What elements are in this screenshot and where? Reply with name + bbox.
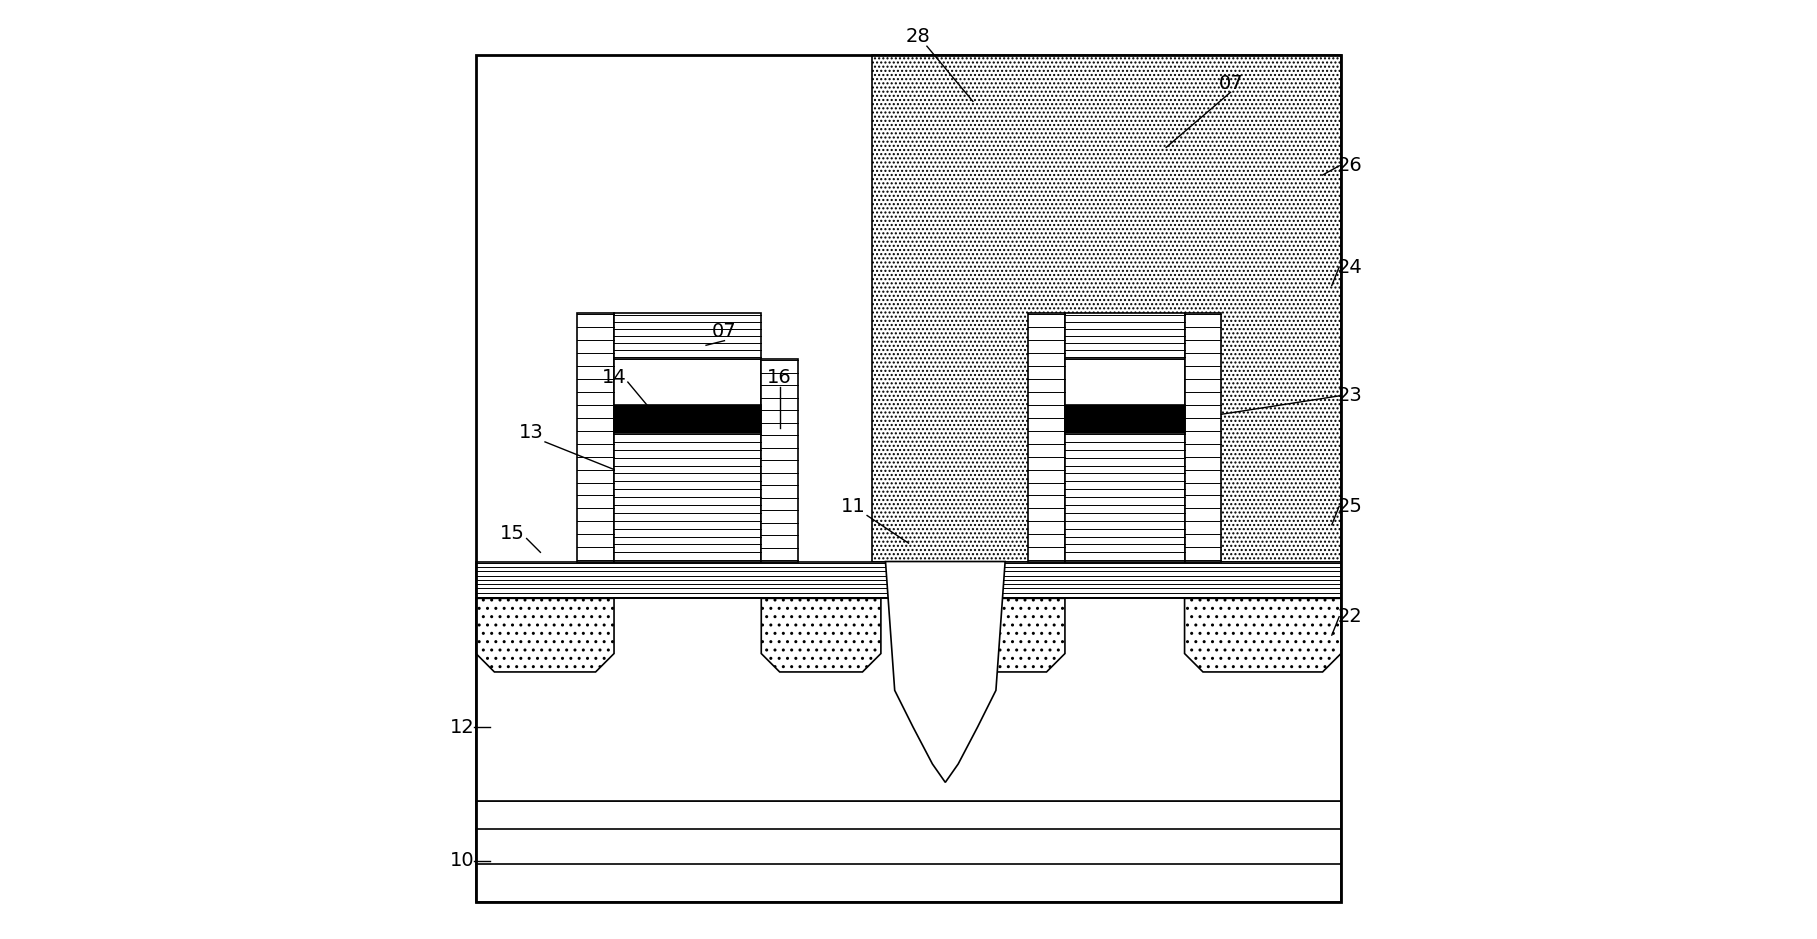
- Bar: [1065, 313, 1185, 359]
- Text: 26: 26: [1337, 156, 1363, 176]
- Bar: [578, 313, 614, 562]
- Text: 23: 23: [1337, 386, 1363, 406]
- Bar: [1185, 313, 1221, 562]
- Bar: [614, 405, 761, 433]
- Text: 07: 07: [712, 322, 736, 341]
- Text: 07: 07: [1217, 73, 1243, 93]
- Text: 14: 14: [601, 368, 627, 387]
- Polygon shape: [1185, 598, 1341, 672]
- Bar: [614, 359, 761, 562]
- Polygon shape: [885, 562, 1005, 782]
- Text: 25: 25: [1337, 497, 1363, 516]
- Text: 12: 12: [451, 717, 474, 737]
- Bar: [476, 562, 890, 598]
- Text: 11: 11: [841, 497, 865, 516]
- Bar: [1065, 359, 1185, 562]
- Text: 10: 10: [451, 851, 474, 870]
- Bar: [476, 598, 1341, 801]
- Bar: [476, 801, 1341, 902]
- Text: 15: 15: [500, 524, 525, 544]
- Bar: [761, 359, 798, 562]
- Text: 16: 16: [767, 368, 792, 387]
- Bar: [614, 313, 761, 359]
- Text: 28: 28: [905, 27, 930, 47]
- Bar: [1028, 313, 1065, 562]
- Polygon shape: [476, 598, 614, 672]
- Text: 24: 24: [1337, 257, 1363, 277]
- Text: 13: 13: [520, 423, 543, 442]
- Text: 22: 22: [1337, 608, 1363, 626]
- Polygon shape: [972, 598, 1065, 672]
- Polygon shape: [761, 598, 881, 672]
- Bar: [1065, 405, 1185, 433]
- Bar: [972, 562, 1341, 598]
- Bar: [872, 55, 1341, 562]
